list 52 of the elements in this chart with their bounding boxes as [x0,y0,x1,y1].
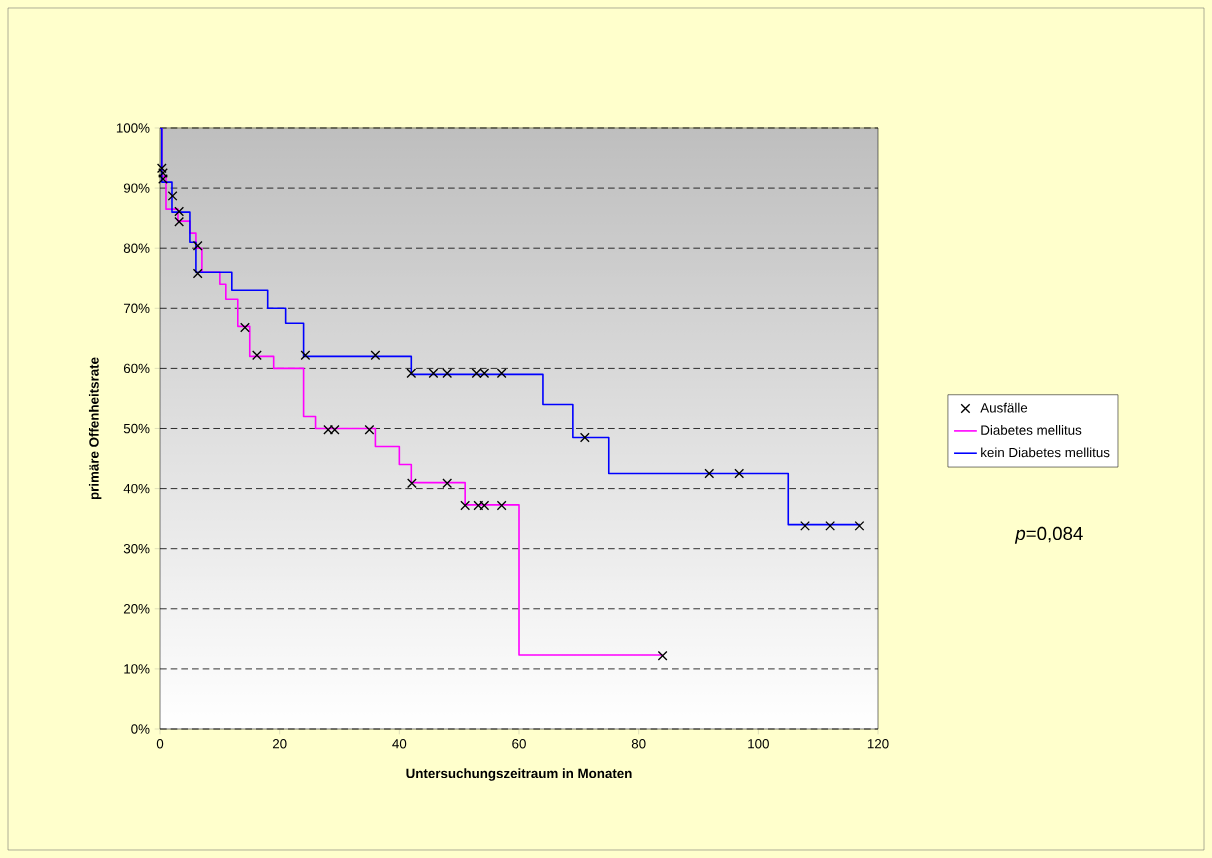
point [460,500,471,511]
point [370,350,381,361]
point [300,350,311,361]
point [167,191,178,201]
point [406,478,417,489]
point [406,368,417,379]
y-tick-label: 30% [123,543,150,554]
point [158,168,168,178]
legend-label: kein Diabetes mellitus [981,447,1110,458]
point [240,322,250,333]
x-tick-label: 0 [156,739,164,749]
y-tick-label: 100% [116,123,150,133]
y-tick-label: 20% [123,604,150,614]
point [192,268,203,279]
legend-label: Ausfälle [980,402,1028,413]
y-tick-label: 60% [123,363,150,374]
y-tick-label: 90% [123,183,150,193]
point [192,240,203,251]
y-axis-title: primäre Offenheitsrate [88,357,102,500]
point [734,468,745,479]
x-tick-label: 80 [631,739,646,749]
point [174,206,185,217]
x-tick-label: 60 [512,739,526,749]
point [174,216,185,227]
x-tick-label: 20 [272,739,287,749]
legend-label: Diabetes mellitus [981,425,1082,435]
point [156,163,167,174]
y-tick-label: 80% [123,243,150,253]
x-tick-label: 100 [748,739,769,749]
y-tick-label: 40% [123,483,150,494]
text: p=0,084 [1014,526,1083,544]
point [496,368,507,379]
y-tick-label: 0% [131,724,150,734]
x-axis-title: Untersuchungszeitraum in Monaten [406,768,632,781]
x-tick-label: 40 [392,739,407,749]
point [825,520,836,531]
point [579,432,590,443]
point [704,468,715,479]
y-tick-label: 10% [124,664,150,674]
point [428,368,439,379]
point [657,650,668,661]
point [854,520,865,531]
y-tick-label: 50% [123,423,150,434]
point [496,500,507,511]
y-tick-label: 70% [123,303,150,314]
point [364,424,375,435]
x-tick-label: 120 [867,739,889,749]
point [800,520,810,531]
point [442,478,453,489]
point [252,350,262,361]
point [442,368,453,379]
point [158,174,168,184]
